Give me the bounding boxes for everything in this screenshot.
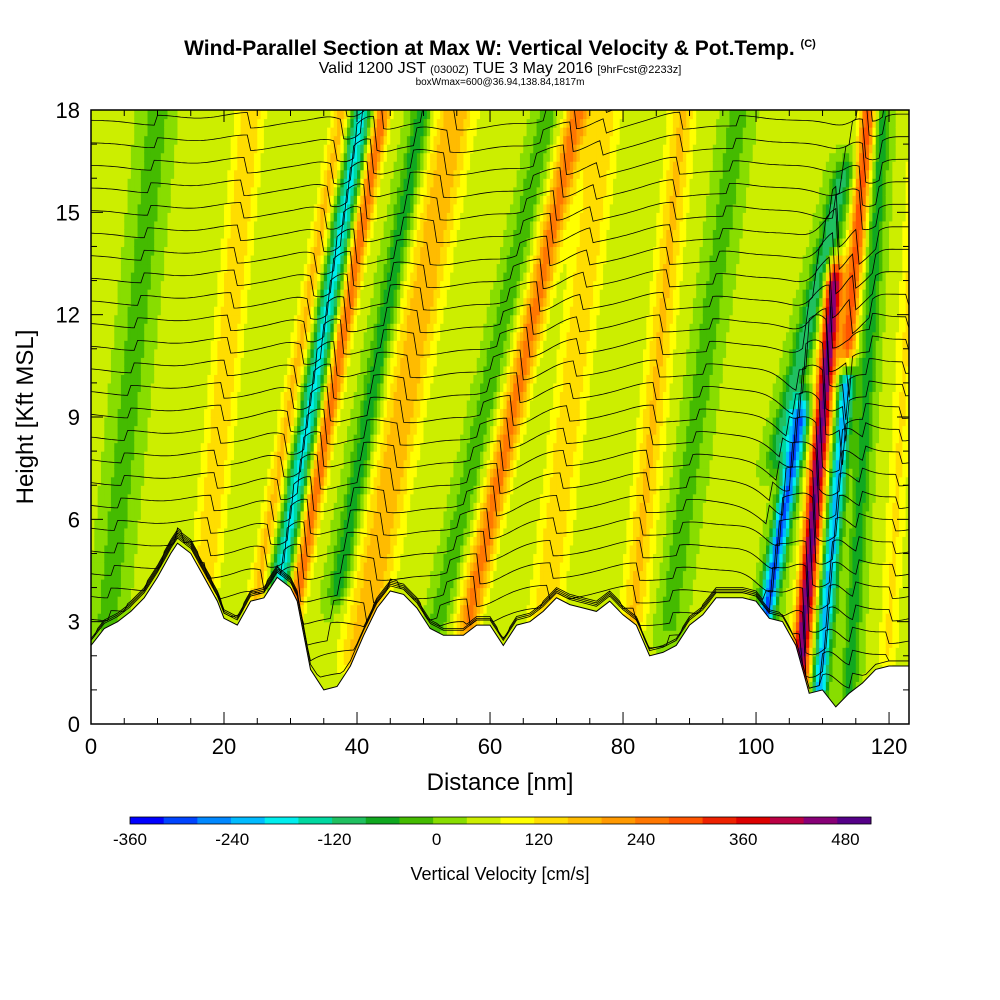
colorbar-swatch (130, 817, 164, 824)
colorbar-swatch (433, 817, 467, 824)
colorbar-tick-label: 120 (525, 830, 553, 849)
colorbar-swatch (568, 817, 602, 824)
colorbar-swatch (602, 817, 636, 824)
colorbar-swatch (837, 817, 871, 824)
x-tick-label: 20 (212, 734, 236, 759)
colorbar-swatch (197, 817, 231, 824)
y-tick-label: 9 (68, 405, 80, 430)
y-tick-label: 6 (68, 507, 80, 532)
colorbar-swatch (366, 817, 400, 824)
section-chart: 0 20 40 60 80 100 120 0 3 6 9 12 15 18 Distance [nm]… (0, 0, 1000, 1000)
colorbar-swatch (804, 817, 838, 824)
x-tick-label: 60 (478, 734, 502, 759)
colorbar-swatch (770, 817, 804, 824)
colorbar-swatch (501, 817, 535, 824)
colorbar: -360 -240 -120 0 120 240 360 480 (113, 817, 871, 849)
colorbar-swatch (467, 817, 501, 824)
colorbar-swatch (231, 817, 265, 824)
colorbar-swatch (736, 817, 770, 824)
colorbar-swatch (298, 817, 332, 824)
colorbar-tick-label: 480 (831, 830, 859, 849)
colorbar-swatch (164, 817, 198, 824)
x-tick-label: 0 (85, 734, 97, 759)
colorbar-swatch (635, 817, 669, 824)
x-tick-label: 100 (738, 734, 775, 759)
y-tick-label: 12 (56, 303, 80, 328)
y-axis-label: Height [Kft MSL] (12, 330, 39, 505)
colorbar-tick-label: -240 (215, 830, 249, 849)
y-tick-label: 3 (68, 610, 80, 635)
x-tick-label: 80 (611, 734, 635, 759)
y-tick-label: 15 (56, 200, 80, 225)
y-tick-label: 18 (56, 98, 80, 123)
x-tick-label: 40 (345, 734, 369, 759)
colorbar-swatch (265, 817, 299, 824)
colorbar-tick-label: 240 (627, 830, 655, 849)
theta-contour (91, 93, 909, 99)
colorbar-swatch (332, 817, 366, 824)
x-axis-label: Distance [nm] (427, 769, 574, 796)
colorbar-swatch (399, 817, 433, 824)
colorbar-tick-label: 0 (432, 830, 441, 849)
colorbar-tick-label: -120 (317, 830, 351, 849)
colorbar-swatch (703, 817, 737, 824)
colorbar-label: Vertical Velocity [cm/s] (410, 864, 589, 884)
colorbar-swatch (669, 817, 703, 824)
colorbar-tick-label: -360 (113, 830, 147, 849)
colorbar-tick-label: 360 (729, 830, 757, 849)
colorbar-swatch (534, 817, 568, 824)
y-tick-label: 0 (68, 712, 80, 737)
x-tick-label: 120 (871, 734, 908, 759)
